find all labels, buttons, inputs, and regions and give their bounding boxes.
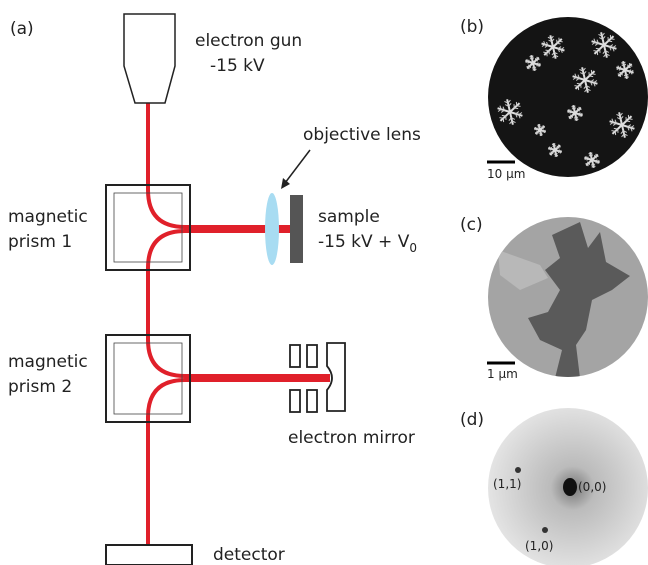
prism-inner <box>113 342 183 415</box>
beam <box>146 103 330 546</box>
voltage: -15 kV + V <box>318 232 410 252</box>
detector <box>105 544 193 565</box>
crystals <box>497 32 635 169</box>
sample <box>290 195 303 263</box>
panel-label: (d) <box>460 410 484 430</box>
electron-mirror <box>289 342 346 413</box>
electron-gun <box>123 13 176 104</box>
crystal <box>548 142 562 158</box>
spot <box>515 467 521 473</box>
crystal <box>525 54 541 72</box>
lens-label: objective lens <box>303 125 421 145</box>
spot <box>563 478 577 496</box>
panel-label: (b) <box>460 17 484 37</box>
crystal <box>541 35 565 59</box>
domain <box>498 222 630 377</box>
crystal <box>567 104 583 122</box>
prism-inner <box>113 192 183 263</box>
arrow <box>284 149 311 184</box>
subscript: 0 <box>409 241 417 255</box>
crystal <box>591 32 617 58</box>
crystal <box>584 151 600 169</box>
crystal <box>609 112 635 138</box>
spot-label: (0,0) <box>578 480 606 494</box>
prism <box>105 334 191 423</box>
scale-label: 1 μm <box>487 367 518 381</box>
prism-label: magnetic <box>8 352 88 372</box>
crystal <box>533 123 547 137</box>
spot-label: (1,1) <box>493 477 521 491</box>
panel-label: (c) <box>460 215 483 235</box>
crystal <box>572 67 598 93</box>
gun-label: electron gun <box>195 31 302 51</box>
arrow-head <box>281 178 290 189</box>
crystal <box>616 61 634 79</box>
prism-label: prism 2 <box>8 377 72 397</box>
sample-label: sample <box>318 207 380 227</box>
scale-label: 10 μm <box>487 167 525 181</box>
panel-label: (a) <box>10 19 34 39</box>
prism <box>105 184 191 271</box>
prism-label: magnetic <box>8 207 88 227</box>
crystal <box>497 99 523 125</box>
detector-label: detector <box>213 545 285 565</box>
sample-voltage: -15 kV + V0 <box>318 232 417 255</box>
spot-label: (1,0) <box>525 539 553 553</box>
mirror-label: electron mirror <box>288 428 415 448</box>
prism-label: prism 1 <box>8 232 72 252</box>
gun-voltage: -15 kV <box>210 56 265 76</box>
objective-lens <box>265 193 279 265</box>
spot <box>542 527 548 533</box>
micrograph <box>488 17 648 177</box>
